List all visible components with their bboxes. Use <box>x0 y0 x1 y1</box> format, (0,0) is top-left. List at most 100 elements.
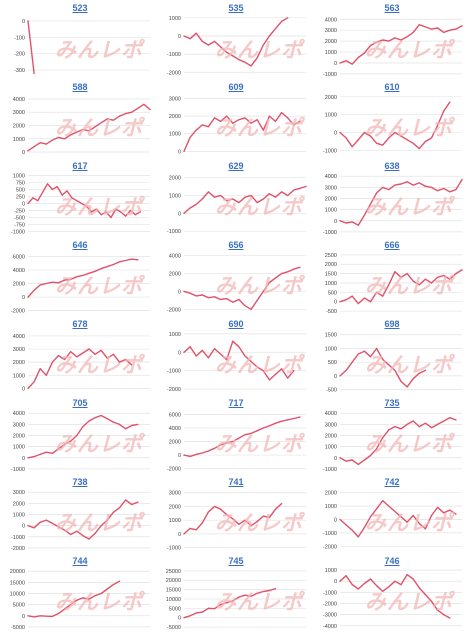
chart-title[interactable]: 629 <box>228 161 244 171</box>
data-point <box>424 278 426 280</box>
chart-title[interactable]: 742 <box>384 477 400 487</box>
y-tick-label: 0 <box>334 456 337 462</box>
chart-title[interactable]: 678 <box>72 319 88 329</box>
data-point <box>437 124 439 126</box>
data-point <box>400 380 402 382</box>
data-point <box>76 356 78 358</box>
data-point <box>226 298 228 300</box>
chart-title[interactable]: 523 <box>72 3 88 13</box>
chart-title[interactable]: 617 <box>72 161 88 171</box>
data-point <box>137 259 139 261</box>
data-point <box>412 378 414 380</box>
data-point <box>369 44 372 47</box>
data-point <box>382 500 384 502</box>
data-point <box>274 196 277 198</box>
data-point <box>195 295 197 297</box>
data-point <box>357 353 359 355</box>
data-point <box>238 523 240 525</box>
series-line <box>183 416 301 458</box>
data-point <box>430 28 433 30</box>
data-point <box>449 29 451 31</box>
y-tick-label: 4000 <box>169 254 181 260</box>
data-point <box>213 505 216 508</box>
data-point <box>112 421 114 423</box>
data-point <box>357 588 359 590</box>
data-point <box>95 208 97 210</box>
data-point <box>232 440 234 443</box>
chart-panel-678: 678 4000 3000 2000 1000 0 <box>4 318 156 396</box>
chart-title[interactable]: 666 <box>384 240 400 250</box>
data-point <box>90 211 92 213</box>
y-tick-label: 2000 <box>325 196 337 202</box>
data-point <box>412 578 414 580</box>
chart-panel-523: 523 0 -100 -200 -300 <box>4 2 156 80</box>
data-point <box>281 273 283 275</box>
data-point <box>88 598 90 600</box>
data-point <box>238 596 240 598</box>
chart-title[interactable]: 563 <box>384 3 400 13</box>
data-point <box>449 417 451 419</box>
chart-title[interactable]: 656 <box>228 240 244 250</box>
data-point <box>94 353 96 355</box>
data-point <box>418 522 420 525</box>
data-point <box>207 297 209 299</box>
data-point <box>394 580 396 582</box>
data-point <box>406 521 408 523</box>
y-tick-label: 3000 <box>13 490 25 496</box>
chart-title[interactable]: 717 <box>228 398 244 408</box>
series-line <box>27 258 139 298</box>
y-tick-label: 1000 <box>13 373 25 379</box>
data-point <box>400 584 402 586</box>
data-point <box>345 299 347 301</box>
y-tick-label: 0 <box>22 202 25 208</box>
data-point <box>430 186 433 188</box>
data-point <box>400 428 402 430</box>
y-tick-label: 25000 <box>166 569 181 575</box>
chart-title[interactable]: 744 <box>72 556 88 566</box>
chart-title[interactable]: 741 <box>228 477 244 487</box>
data-point <box>64 443 66 445</box>
data-point <box>250 122 252 124</box>
data-point <box>351 295 353 297</box>
chart-title[interactable]: 535 <box>228 3 244 13</box>
data-point <box>213 40 216 43</box>
chart-title[interactable]: 690 <box>228 319 244 329</box>
chart-title[interactable]: 638 <box>384 161 400 171</box>
data-point <box>106 588 108 590</box>
chart-title[interactable]: 609 <box>228 82 244 92</box>
data-point <box>125 215 127 217</box>
data-point <box>382 295 384 297</box>
chart-title[interactable]: 588 <box>72 82 88 92</box>
chart-title[interactable]: 646 <box>72 240 88 250</box>
data-point <box>238 346 240 348</box>
chart-title[interactable]: 610 <box>384 82 400 92</box>
y-tick-label: 1000 <box>325 208 337 214</box>
chart-title[interactable]: 745 <box>228 556 244 566</box>
data-point <box>57 448 60 450</box>
data-point <box>45 519 47 521</box>
data-point <box>27 296 29 298</box>
data-point <box>369 356 372 358</box>
y-tick-label: 1000 <box>169 132 181 138</box>
data-point <box>115 208 117 210</box>
data-point <box>424 369 426 371</box>
data-point <box>388 364 390 366</box>
chart-title[interactable]: 746 <box>384 556 400 566</box>
data-point <box>82 352 84 354</box>
chart-title[interactable]: 698 <box>384 319 400 329</box>
data-point <box>293 417 295 420</box>
chart-title[interactable]: 705 <box>72 398 88 408</box>
data-point <box>262 515 264 517</box>
chart-title[interactable]: 738 <box>72 477 88 487</box>
data-point <box>357 303 359 305</box>
y-tick-label: 4000 <box>325 411 337 417</box>
chart-title[interactable]: 735 <box>384 398 400 408</box>
data-point <box>394 510 396 513</box>
data-point <box>274 277 277 279</box>
data-point <box>213 117 216 119</box>
data-point <box>339 375 341 377</box>
y-tick-label: 750 <box>16 180 25 186</box>
data-point <box>250 360 252 363</box>
data-point <box>201 452 203 454</box>
data-point <box>226 115 228 117</box>
